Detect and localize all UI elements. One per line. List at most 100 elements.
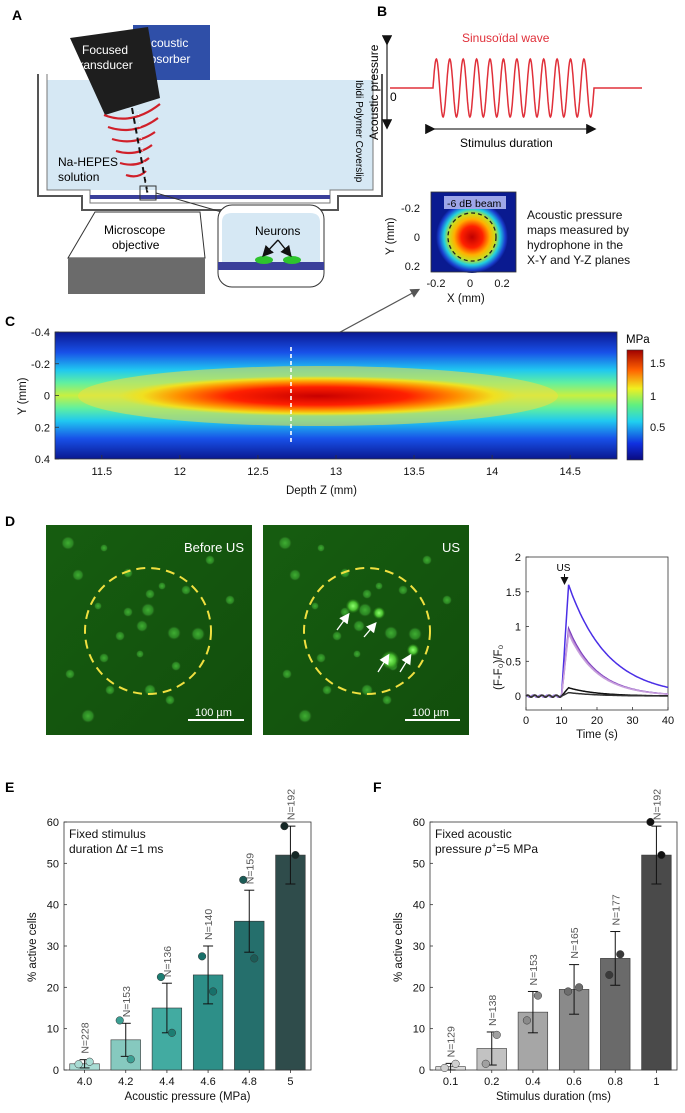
inset-ylabel: Y (mm) bbox=[385, 217, 397, 255]
neuron-arrow bbox=[277, 239, 292, 258]
cell-soma bbox=[311, 602, 319, 610]
us-label: US bbox=[442, 540, 460, 555]
trace-ytick: 0 bbox=[515, 691, 521, 703]
trace-ytick: 1.5 bbox=[506, 587, 521, 599]
data-point bbox=[85, 1057, 94, 1066]
ytick: 10 bbox=[47, 1024, 59, 1036]
n-label: N=138 bbox=[487, 995, 499, 1026]
bar-axes-frame bbox=[429, 821, 678, 1071]
data-point bbox=[239, 875, 248, 884]
cell-soma bbox=[115, 631, 125, 641]
panel-a: A Acoustic absorber Focused transducer N… bbox=[12, 7, 383, 294]
data-point bbox=[481, 1059, 490, 1068]
xtick: 1 bbox=[653, 1076, 659, 1088]
beam-map-inset: -6 dB beam -0.2 0 0.2 Y (mm) -0.2 0 0.2 … bbox=[295, 191, 630, 357]
cell-soma bbox=[358, 603, 372, 617]
us-marker-label: US bbox=[557, 563, 571, 574]
ytick: 10 bbox=[413, 1024, 425, 1036]
cell-soma bbox=[167, 626, 181, 640]
n-label: N=177 bbox=[610, 894, 622, 925]
map-ytick: -0.2 bbox=[31, 359, 50, 371]
cell-soma bbox=[99, 653, 109, 663]
ytick: 40 bbox=[413, 900, 425, 912]
inset-caption-1: Acoustic pressure bbox=[527, 208, 623, 222]
inset-xtick: 0 bbox=[467, 278, 473, 290]
data-point bbox=[522, 1016, 531, 1025]
map-xtick: 13.5 bbox=[403, 466, 424, 478]
trace-xtick: 40 bbox=[662, 715, 674, 727]
trace-line-cell-1 bbox=[525, 584, 669, 698]
active-cell bbox=[407, 644, 419, 656]
bar-xlabel: Stimulus duration (ms) bbox=[496, 1091, 611, 1103]
xtick: 0.8 bbox=[608, 1076, 623, 1088]
cell-soma bbox=[94, 602, 102, 610]
pressure-map-hot bbox=[118, 376, 518, 416]
map-ytick: 0.2 bbox=[35, 422, 50, 434]
bar-axes-frame bbox=[63, 821, 312, 1071]
ytick: 0 bbox=[419, 1065, 425, 1077]
panel-f-label: F bbox=[373, 779, 382, 795]
stimulus-duration-label: Stimulus duration bbox=[460, 136, 553, 150]
data-point bbox=[156, 972, 165, 982]
beam-label: -6 dB beam bbox=[447, 198, 502, 210]
panel-e: E 0 10 20 30 40 50 60 % active cells Acoustic pr… bbox=[5, 779, 312, 1103]
bar-annotation-1: Fixed acoustic bbox=[435, 827, 512, 841]
cell-soma bbox=[158, 582, 166, 590]
map-xtick: 11.5 bbox=[92, 466, 113, 478]
n-label: N=192 bbox=[651, 789, 663, 820]
data-point bbox=[646, 817, 655, 827]
cell-soma bbox=[289, 569, 301, 581]
inset-caption-4: X-Y and Y-Z planes bbox=[527, 253, 630, 267]
microscope-objective bbox=[68, 258, 205, 294]
inset-ytick: 0 bbox=[414, 232, 420, 244]
neurons-inset-coverslip bbox=[218, 262, 324, 270]
data-point bbox=[280, 822, 289, 831]
map-xtick: 12 bbox=[174, 466, 186, 478]
trace-chart: 0 10 20 30 40 0 0.5 1 1.5 2 (F-F₀)/F₀ Time (s) US bbox=[493, 552, 674, 741]
cell-soma bbox=[317, 544, 325, 552]
n-label: N=192 bbox=[285, 789, 297, 820]
data-point bbox=[440, 1063, 449, 1072]
image-before-us bbox=[46, 525, 252, 735]
data-point bbox=[451, 1059, 460, 1068]
data-point bbox=[291, 851, 300, 860]
cell-soma bbox=[61, 536, 75, 550]
cell-soma bbox=[322, 685, 332, 695]
active-cell bbox=[346, 599, 360, 613]
coverslip-label: Ibidi Polymer Coverslip bbox=[353, 80, 364, 183]
cell-soma bbox=[136, 620, 148, 632]
cell-soma bbox=[298, 709, 312, 723]
colorbar-tick: 1 bbox=[650, 391, 656, 403]
absorber-label-2: absorber bbox=[143, 52, 190, 66]
ytick: 60 bbox=[413, 817, 425, 829]
bar-ylabel: % active cells bbox=[27, 912, 39, 982]
xtick: 5 bbox=[287, 1076, 293, 1088]
bar bbox=[641, 854, 672, 1071]
trace-line-control-2 bbox=[525, 691, 668, 698]
panel-c: C -0.4-0.200.20.4 11.5 12 12.5 13 13.5 14 14.5… bbox=[5, 313, 665, 497]
xtick: 4.4 bbox=[159, 1076, 174, 1088]
cell-soma bbox=[81, 709, 95, 723]
n-label: N=140 bbox=[203, 909, 215, 940]
beam-label-box bbox=[444, 196, 506, 209]
map-ytick: 0 bbox=[44, 391, 50, 403]
beam-map-frame bbox=[430, 191, 517, 273]
cell-soma bbox=[362, 589, 372, 599]
colorbar bbox=[626, 349, 644, 461]
transducer-label-1: Focused bbox=[82, 43, 128, 57]
inset-xtick: 0.2 bbox=[494, 278, 509, 290]
xtick: 4.0 bbox=[77, 1076, 92, 1088]
neurons-inset-fluid bbox=[222, 213, 320, 262]
solution-label-2: solution bbox=[58, 170, 99, 184]
cell-soma bbox=[141, 603, 155, 617]
roi-circle bbox=[303, 567, 431, 695]
data-point bbox=[209, 987, 218, 996]
data-point bbox=[616, 950, 625, 959]
cell-soma bbox=[136, 650, 144, 658]
before-us-label: Before US bbox=[184, 540, 244, 555]
active-cell-arrow bbox=[399, 653, 412, 673]
panel-e-label: E bbox=[5, 779, 14, 795]
roi-circle bbox=[84, 567, 212, 695]
ytick: 20 bbox=[413, 982, 425, 994]
ytick: 60 bbox=[47, 817, 59, 829]
